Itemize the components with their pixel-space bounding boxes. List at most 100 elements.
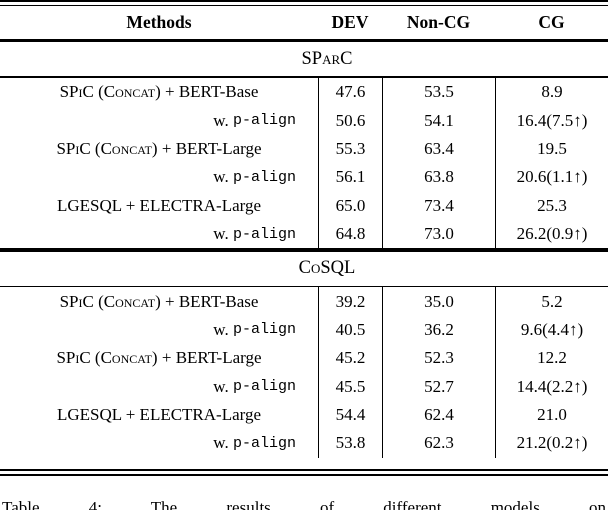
table-header-row: Methods DEV Non-CG CG: [0, 6, 608, 39]
method-segment: + BERT-Large: [157, 348, 262, 368]
cg-cell: 5.2: [495, 287, 608, 316]
table-row: w. p-align 53.8 62.3 21.2(0.2↑): [0, 429, 608, 458]
column-header-methods: Methods: [126, 12, 192, 32]
method-cell: SPiC (Concat) + BERT-Large: [0, 344, 318, 372]
method-cell: LGESQL + ELECTRA-Large: [0, 401, 318, 429]
method-segment: SPiC (Concat): [59, 291, 161, 311]
method-cell: w. p-align: [0, 372, 318, 400]
cg-cell: 14.4(2.2↑): [495, 372, 608, 401]
table-row: SPiC (Concat) + BERT-Base 47.6 53.5 8.9: [0, 78, 608, 107]
method-segment: SPiC (Concat): [56, 348, 158, 368]
section-title-text: SParC: [301, 48, 353, 69]
method-segment: w.: [213, 433, 233, 453]
table-row: SPiC (Concat) + BERT-Large 55.3 63.4 19.5: [0, 134, 608, 164]
column-header-dev: DEV: [331, 12, 369, 32]
noncg-cell: 73.4: [382, 191, 495, 220]
method-cell: w. p-align: [0, 316, 318, 344]
section-rule: [0, 76, 608, 79]
noncg-cell: 54.1: [382, 106, 495, 135]
dev-cell: 39.2: [318, 287, 382, 316]
dev-cell: 45.5: [318, 372, 382, 401]
cg-cell: 19.5: [495, 134, 608, 164]
dev-cell: 50.6: [318, 106, 382, 135]
noncg-cell: 52.3: [382, 344, 495, 373]
dev-cell: 55.3: [318, 134, 382, 164]
method-cell: SPiC (Concat) + BERT-Base: [0, 78, 318, 106]
column-header-cg: CG: [538, 12, 565, 32]
noncg-cell: 36.2: [382, 315, 495, 345]
method-segment: w.: [213, 319, 233, 339]
table-row: w. p-align 64.8 73.0 26.2(0.9↑): [0, 219, 608, 249]
cg-cell: 9.6(4.4↑): [495, 315, 608, 345]
method-segment: SPiC (Concat): [56, 139, 158, 159]
table-row: SPiC (Concat) + BERT-Large 45.2 52.3 12.2: [0, 344, 608, 373]
dev-cell: 56.1: [318, 163, 382, 192]
bottom-double-rule: [0, 468, 608, 476]
table-row: w. p-align 40.5 36.2 9.6(4.4↑): [0, 315, 608, 345]
dev-cell: 53.8: [318, 429, 382, 458]
dev-cell: 47.6: [318, 78, 382, 107]
cg-cell: 16.4(7.5↑): [495, 106, 608, 135]
table-row: w. p-align 56.1 63.8 20.6(1.1↑): [0, 163, 608, 192]
method-segment: w.: [213, 376, 233, 396]
method-segment: w.: [213, 167, 233, 187]
cg-cell: 25.3: [495, 191, 608, 220]
noncg-cell: 63.4: [382, 134, 495, 164]
header-double-rule: [0, 39, 608, 43]
noncg-cell: 62.3: [382, 429, 495, 458]
table-row: w. p-align 45.5 52.7 14.4(2.2↑): [0, 372, 608, 401]
table-row: SPiC (Concat) + BERT-Base 39.2 35.0 5.2: [0, 287, 608, 316]
noncg-cell: 62.4: [382, 400, 495, 430]
method-segment: p-align: [232, 378, 296, 396]
column-header-noncg: Non-CG: [406, 12, 471, 32]
cg-cell: 8.9: [495, 78, 608, 107]
dev-cell: 40.5: [318, 315, 382, 345]
method-segment: w.: [213, 110, 233, 130]
section-separator-rule: [0, 248, 608, 252]
method-segment: LGESQL + ELECTRA-Large: [56, 404, 262, 424]
method-segment: p-align: [232, 434, 296, 452]
cg-cell: 26.2(0.9↑): [495, 219, 608, 249]
section-rule: [0, 285, 608, 288]
table-body: SParC SPiC (Concat) + BERT-Base 47.6 53.5 8.…: [0, 42, 608, 458]
dev-cell: 65.0: [318, 191, 382, 220]
cg-cell: 21.0: [495, 400, 608, 430]
table-row: LGESQL + ELECTRA-Large 54.4 62.4 21.0: [0, 400, 608, 430]
noncg-cell: 63.8: [382, 163, 495, 192]
method-cell: w. p-align: [0, 429, 318, 457]
cg-cell: 21.2(0.2↑): [495, 429, 608, 458]
noncg-cell: 73.0: [382, 219, 495, 249]
table-caption: Table 4: The results of different models…: [2, 498, 606, 510]
method-segment: + BERT-Base: [160, 291, 259, 311]
method-cell: SPiC (Concat) + BERT-Base: [0, 287, 318, 315]
section-title: CoSQL: [0, 252, 608, 286]
method-cell: w. p-align: [0, 107, 318, 135]
method-segment: SPiC (Concat): [59, 82, 161, 102]
dev-cell: 54.4: [318, 400, 382, 430]
method-segment: p-align: [232, 168, 296, 186]
method-segment: w.: [213, 224, 233, 244]
section-title-text: CoSQL: [298, 258, 356, 279]
method-cell: SPiC (Concat) + BERT-Large: [0, 135, 318, 163]
noncg-cell: 35.0: [382, 287, 495, 316]
noncg-cell: 53.5: [382, 78, 495, 107]
method-segment: LGESQL + ELECTRA-Large: [56, 195, 262, 215]
dev-cell: 64.8: [318, 219, 382, 249]
table-row: w. p-align 50.6 54.1 16.4(7.5↑): [0, 106, 608, 135]
method-segment: + BERT-Base: [160, 82, 259, 102]
method-cell: w. p-align: [0, 163, 318, 191]
dev-cell: 45.2: [318, 344, 382, 373]
method-segment: p-align: [232, 225, 296, 243]
noncg-cell: 52.7: [382, 372, 495, 401]
cg-cell: 20.6(1.1↑): [495, 163, 608, 192]
method-segment: p-align: [232, 112, 296, 130]
method-segment: + BERT-Large: [157, 139, 262, 159]
method-cell: LGESQL + ELECTRA-Large: [0, 192, 318, 220]
top-double-rule: [0, 0, 608, 6]
method-cell: w. p-align: [0, 220, 318, 248]
section-title: SParC: [0, 42, 608, 76]
table-row: LGESQL + ELECTRA-Large 65.0 73.4 25.3: [0, 191, 608, 220]
method-segment: p-align: [232, 321, 296, 339]
cg-cell: 12.2: [495, 344, 608, 373]
